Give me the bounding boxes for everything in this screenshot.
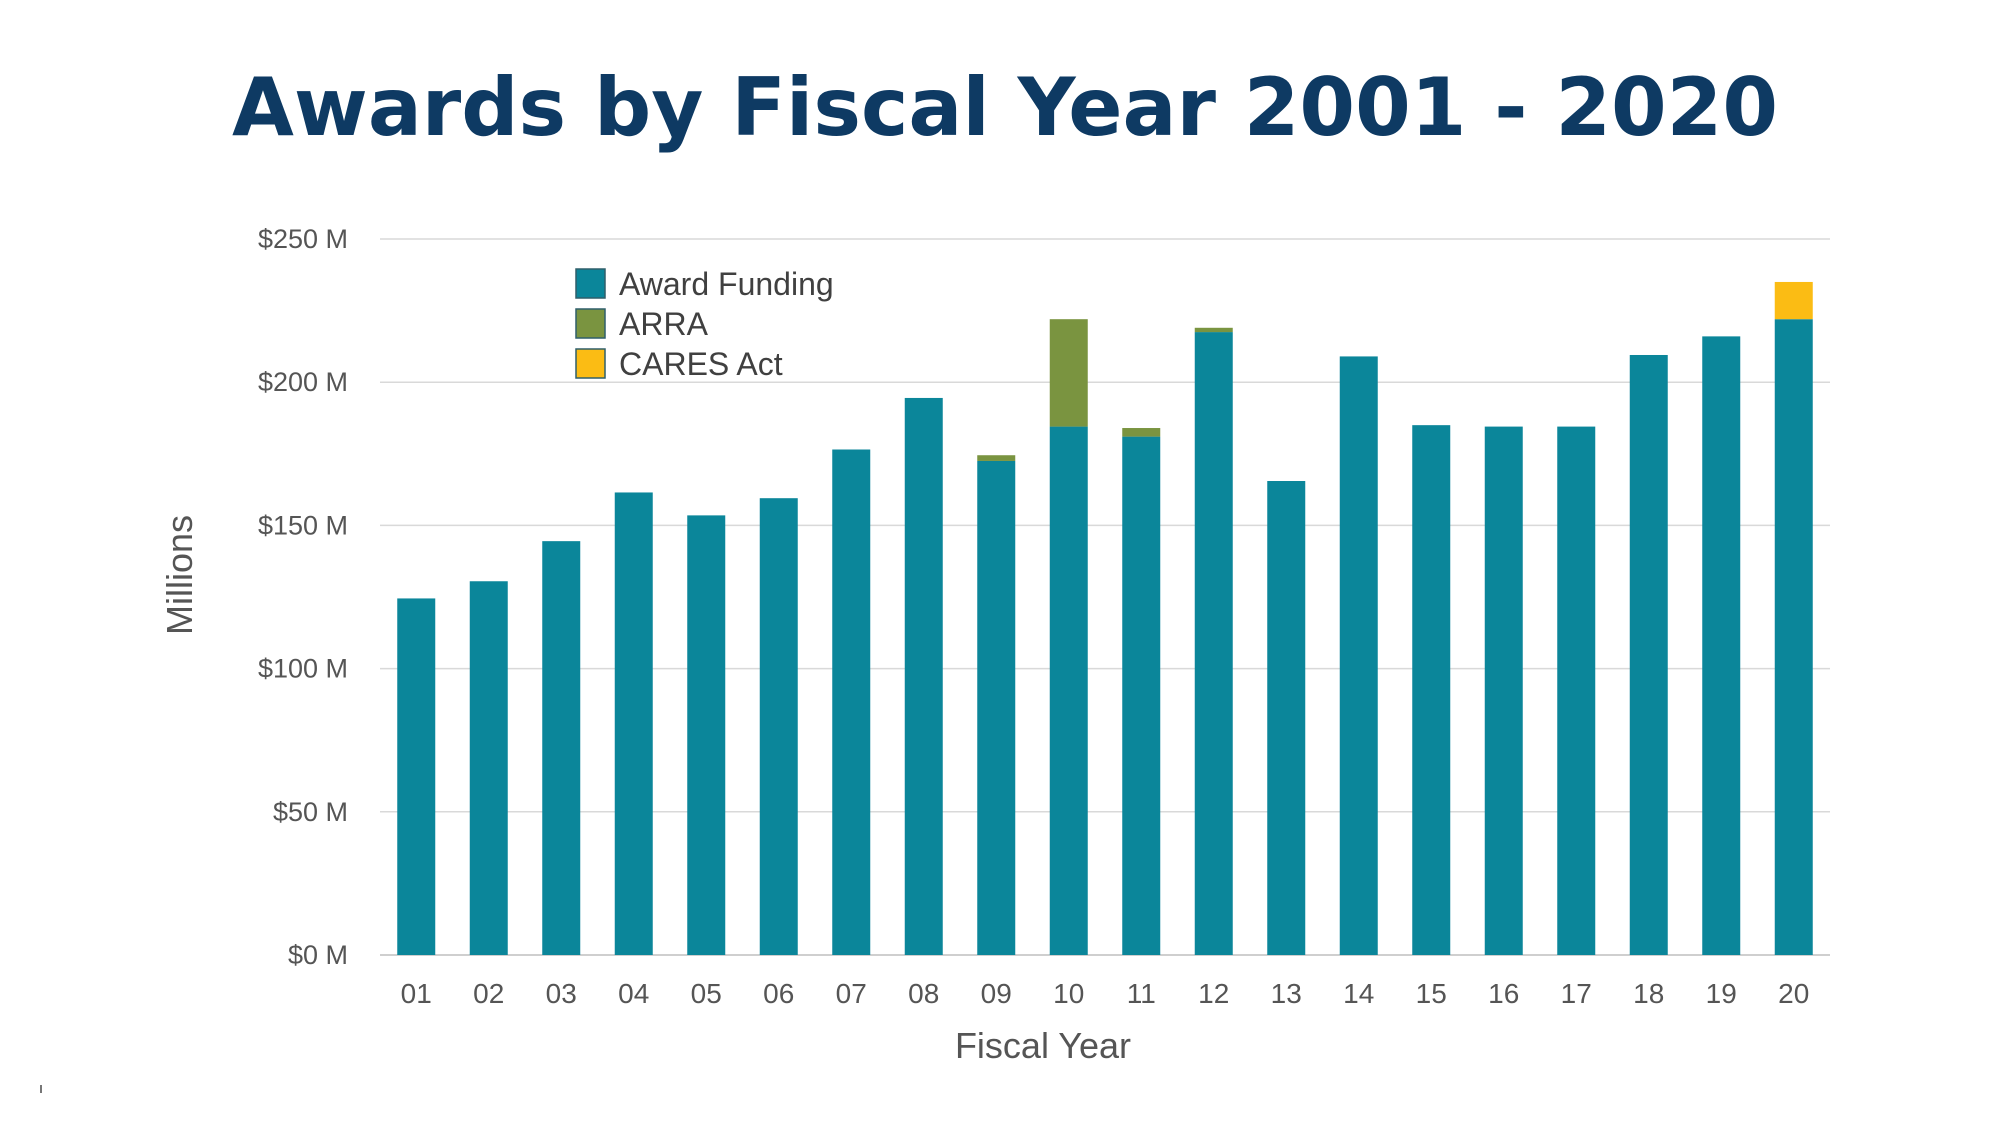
x-tick-label: 16 bbox=[1488, 978, 1519, 1009]
x-tick-label: 19 bbox=[1706, 978, 1737, 1009]
x-tick-label: 09 bbox=[981, 978, 1012, 1009]
legend-label: CARES Act bbox=[619, 346, 783, 382]
x-tick-label: 12 bbox=[1198, 978, 1229, 1009]
x-tick-label: 02 bbox=[473, 978, 504, 1009]
x-tick-label: 18 bbox=[1633, 978, 1664, 1009]
y-axis-tick-labels: $0 M $50 M $100 M $150 M $200 M $250 M bbox=[258, 224, 348, 970]
y-tick-label: $100 M bbox=[258, 654, 348, 684]
legend-label: Award Funding bbox=[619, 266, 834, 302]
legend-swatch bbox=[575, 268, 606, 299]
y-tick-label: $0 M bbox=[288, 940, 348, 970]
x-tick-label: 11 bbox=[1127, 978, 1156, 1009]
bar-arra-12 bbox=[1194, 327, 1233, 333]
bar-award-funding-04 bbox=[614, 492, 653, 955]
bar-award-funding-02 bbox=[469, 581, 508, 955]
legend-swatch bbox=[575, 348, 606, 379]
bar-award-funding-19 bbox=[1702, 336, 1741, 956]
legend-swatch bbox=[575, 308, 606, 339]
y-tick-label: $200 M bbox=[258, 367, 348, 397]
bar-award-funding-12 bbox=[1194, 332, 1233, 956]
x-tick-label: 03 bbox=[546, 978, 577, 1009]
x-axis-tick-labels: 01 02 03 04 05 06 07 08 09 10 11 12 13 14 15 16 17 18 19 20 bbox=[401, 978, 1810, 1009]
bar-award-funding-01 bbox=[397, 598, 436, 955]
bar-award-funding-20 bbox=[1774, 319, 1813, 955]
x-tick-label: 17 bbox=[1561, 978, 1592, 1009]
legend: Award Funding ARRA CARES Act bbox=[575, 266, 834, 382]
bar-award-funding-08 bbox=[904, 397, 943, 955]
x-tick-label: 04 bbox=[618, 978, 649, 1009]
bar-award-funding-07 bbox=[832, 449, 871, 955]
bar-award-funding-03 bbox=[542, 541, 581, 955]
legend-label: ARRA bbox=[619, 306, 709, 342]
x-tick-label: 20 bbox=[1778, 978, 1809, 1009]
x-tick-label: 08 bbox=[908, 978, 939, 1009]
bar-award-funding-15 bbox=[1412, 425, 1451, 955]
bar-cares-act-20 bbox=[1774, 281, 1813, 320]
bar-award-funding-16 bbox=[1484, 426, 1523, 955]
bar-award-funding-09 bbox=[977, 460, 1016, 955]
bar-award-funding-13 bbox=[1267, 481, 1306, 955]
y-tick-label: $50 M bbox=[273, 797, 348, 827]
y-axis-title: Millions bbox=[159, 515, 200, 635]
x-tick-label: 14 bbox=[1343, 978, 1374, 1009]
y-tick-label: $150 M bbox=[258, 510, 348, 540]
bar-award-funding-18 bbox=[1629, 354, 1668, 955]
x-tick-label: 07 bbox=[836, 978, 867, 1009]
x-tick-label: 05 bbox=[691, 978, 722, 1009]
chart-title: Awards by Fiscal Year 2001 - 2020 bbox=[232, 61, 1778, 154]
x-axis-title: Fiscal Year bbox=[955, 1025, 1131, 1066]
x-tick-label: 10 bbox=[1053, 978, 1084, 1009]
bar-award-funding-10 bbox=[1049, 426, 1088, 955]
bar-arra-11 bbox=[1122, 428, 1161, 437]
x-tick-label: 06 bbox=[763, 978, 794, 1009]
bar-award-funding-06 bbox=[759, 498, 798, 955]
bar-award-funding-11 bbox=[1122, 436, 1161, 956]
bar-award-funding-17 bbox=[1557, 426, 1596, 955]
bars bbox=[397, 281, 1813, 956]
x-tick-label: 15 bbox=[1416, 978, 1447, 1009]
page-edge-mark bbox=[40, 1085, 42, 1093]
x-tick-label: 01 bbox=[401, 978, 432, 1009]
bar-arra-10 bbox=[1049, 319, 1088, 427]
gridlines bbox=[380, 238, 1830, 956]
bar-arra-09 bbox=[977, 455, 1016, 461]
bar-award-funding-14 bbox=[1339, 356, 1378, 955]
y-tick-label: $250 M bbox=[258, 224, 348, 254]
x-tick-label: 13 bbox=[1271, 978, 1302, 1009]
bar-award-funding-05 bbox=[687, 515, 726, 955]
